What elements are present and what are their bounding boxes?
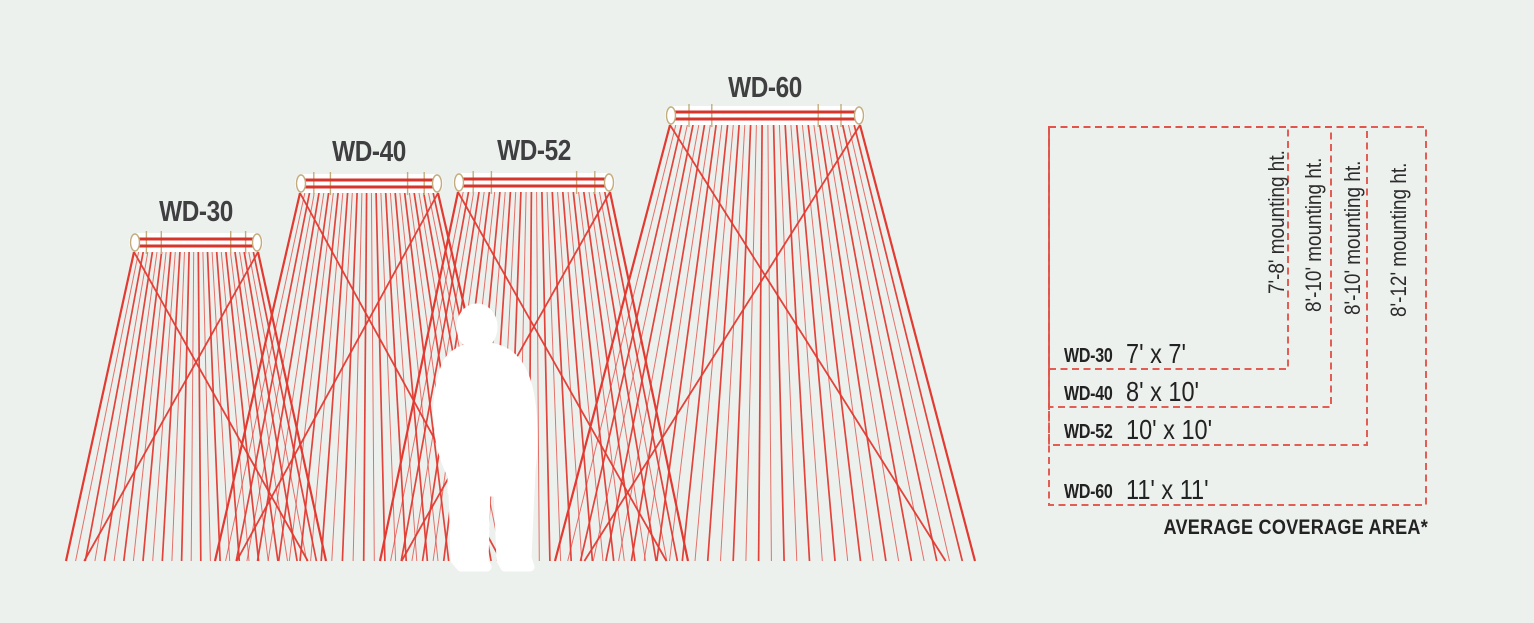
heater-label-wd-60: WD-60: [728, 71, 802, 103]
person-left-leg: [448, 485, 492, 572]
person-torso: [433, 342, 538, 497]
heater-label-wd-52: WD-52: [497, 134, 571, 166]
mounting-label-wd-40: 8'-10' mounting ht.: [1302, 158, 1327, 312]
coverage-box-wd-52: [1048, 126, 1368, 446]
heat-fan-wd-60: [553, 124, 977, 562]
heater-label-wd-40: WD-40: [332, 135, 406, 167]
heater-labels: WD-30 WD-40 WD-52 WD-60: [159, 71, 802, 227]
legend-model-wd-40: WD-40: [1064, 382, 1113, 404]
person-right-leg: [493, 485, 535, 572]
legend-model-wd-52: WD-52: [1064, 420, 1113, 442]
heater-label-wd-30: WD-30: [159, 195, 233, 227]
heater-fixtures: [129, 104, 865, 254]
mounting-label-wd-30: 7'-8' mounting ht.: [1265, 150, 1290, 294]
mounting-label-wd-52: 8'-10' mounting ht.: [1341, 161, 1366, 315]
legend-caption: AVERAGE COVERAGE AREA*: [1164, 516, 1429, 540]
heater-fixture-wd-40: [295, 172, 443, 195]
heat-fan-wd-30: [64, 251, 328, 562]
mounting-label-wd-60: 8'-12' mounting ht.: [1387, 163, 1412, 317]
heat-fan-wd-40: [213, 192, 525, 562]
legend-area-wd-40: 8' x 10': [1126, 377, 1199, 407]
legend-area-wd-52: 10' x 10': [1126, 415, 1212, 445]
coverage-box-wd-60: [1048, 126, 1427, 506]
coverage-legend: 7'-8' mounting ht. 8'-10' mounting ht. 8…: [1048, 126, 1429, 540]
person-silhouette: [433, 303, 538, 572]
heater-fixture-wd-60: [665, 104, 865, 127]
heater-fixture-wd-52: [453, 171, 615, 194]
legend-area-wd-60: 11' x 11': [1126, 475, 1209, 505]
heater-fixture-wd-30: [129, 231, 263, 254]
legend-model-wd-30: WD-30: [1064, 344, 1113, 366]
legend-area-wd-30: 7' x 7': [1126, 339, 1186, 369]
legend-model-wd-60: WD-60: [1064, 480, 1113, 502]
coverage-box-wd-30: [1048, 126, 1289, 370]
person-head: [456, 303, 498, 351]
